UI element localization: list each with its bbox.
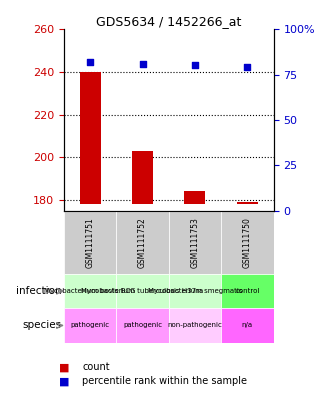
Text: percentile rank within the sample: percentile rank within the sample — [82, 376, 248, 386]
Text: GSM1111751: GSM1111751 — [85, 217, 95, 268]
Point — [140, 61, 145, 67]
FancyBboxPatch shape — [116, 274, 169, 309]
FancyBboxPatch shape — [64, 274, 116, 309]
Text: pathogenic: pathogenic — [123, 323, 162, 329]
Text: species: species — [22, 320, 61, 331]
Bar — [184, 191, 206, 204]
Text: infection: infection — [16, 286, 61, 296]
Point — [87, 59, 93, 65]
FancyBboxPatch shape — [64, 309, 116, 343]
Text: Mycobacterium tuberculosis H37ra: Mycobacterium tuberculosis H37ra — [82, 288, 204, 294]
FancyBboxPatch shape — [169, 274, 221, 309]
Text: pathogenic: pathogenic — [71, 323, 110, 329]
FancyBboxPatch shape — [116, 309, 169, 343]
Text: GSM1111750: GSM1111750 — [243, 217, 252, 268]
Text: GSM1111752: GSM1111752 — [138, 217, 147, 268]
FancyBboxPatch shape — [221, 309, 274, 343]
Text: ■: ■ — [59, 376, 70, 386]
Text: non-pathogenic: non-pathogenic — [168, 323, 222, 329]
Title: GDS5634 / 1452266_at: GDS5634 / 1452266_at — [96, 15, 242, 28]
Point — [192, 62, 198, 69]
Point — [245, 64, 250, 70]
Text: count: count — [82, 362, 110, 373]
Text: control: control — [235, 288, 260, 294]
Bar — [237, 202, 258, 204]
FancyBboxPatch shape — [64, 211, 116, 274]
Text: Mycobacterium smegmatis: Mycobacterium smegmatis — [148, 288, 242, 294]
Text: ■: ■ — [59, 362, 70, 373]
Text: GSM1111753: GSM1111753 — [190, 217, 199, 268]
FancyBboxPatch shape — [169, 211, 221, 274]
FancyBboxPatch shape — [116, 211, 169, 274]
FancyBboxPatch shape — [221, 211, 274, 274]
Bar — [80, 72, 101, 204]
FancyBboxPatch shape — [221, 274, 274, 309]
Text: n/a: n/a — [242, 323, 253, 329]
Bar — [132, 151, 153, 204]
Text: Mycobacterium bovis BCG: Mycobacterium bovis BCG — [44, 288, 136, 294]
FancyBboxPatch shape — [169, 309, 221, 343]
